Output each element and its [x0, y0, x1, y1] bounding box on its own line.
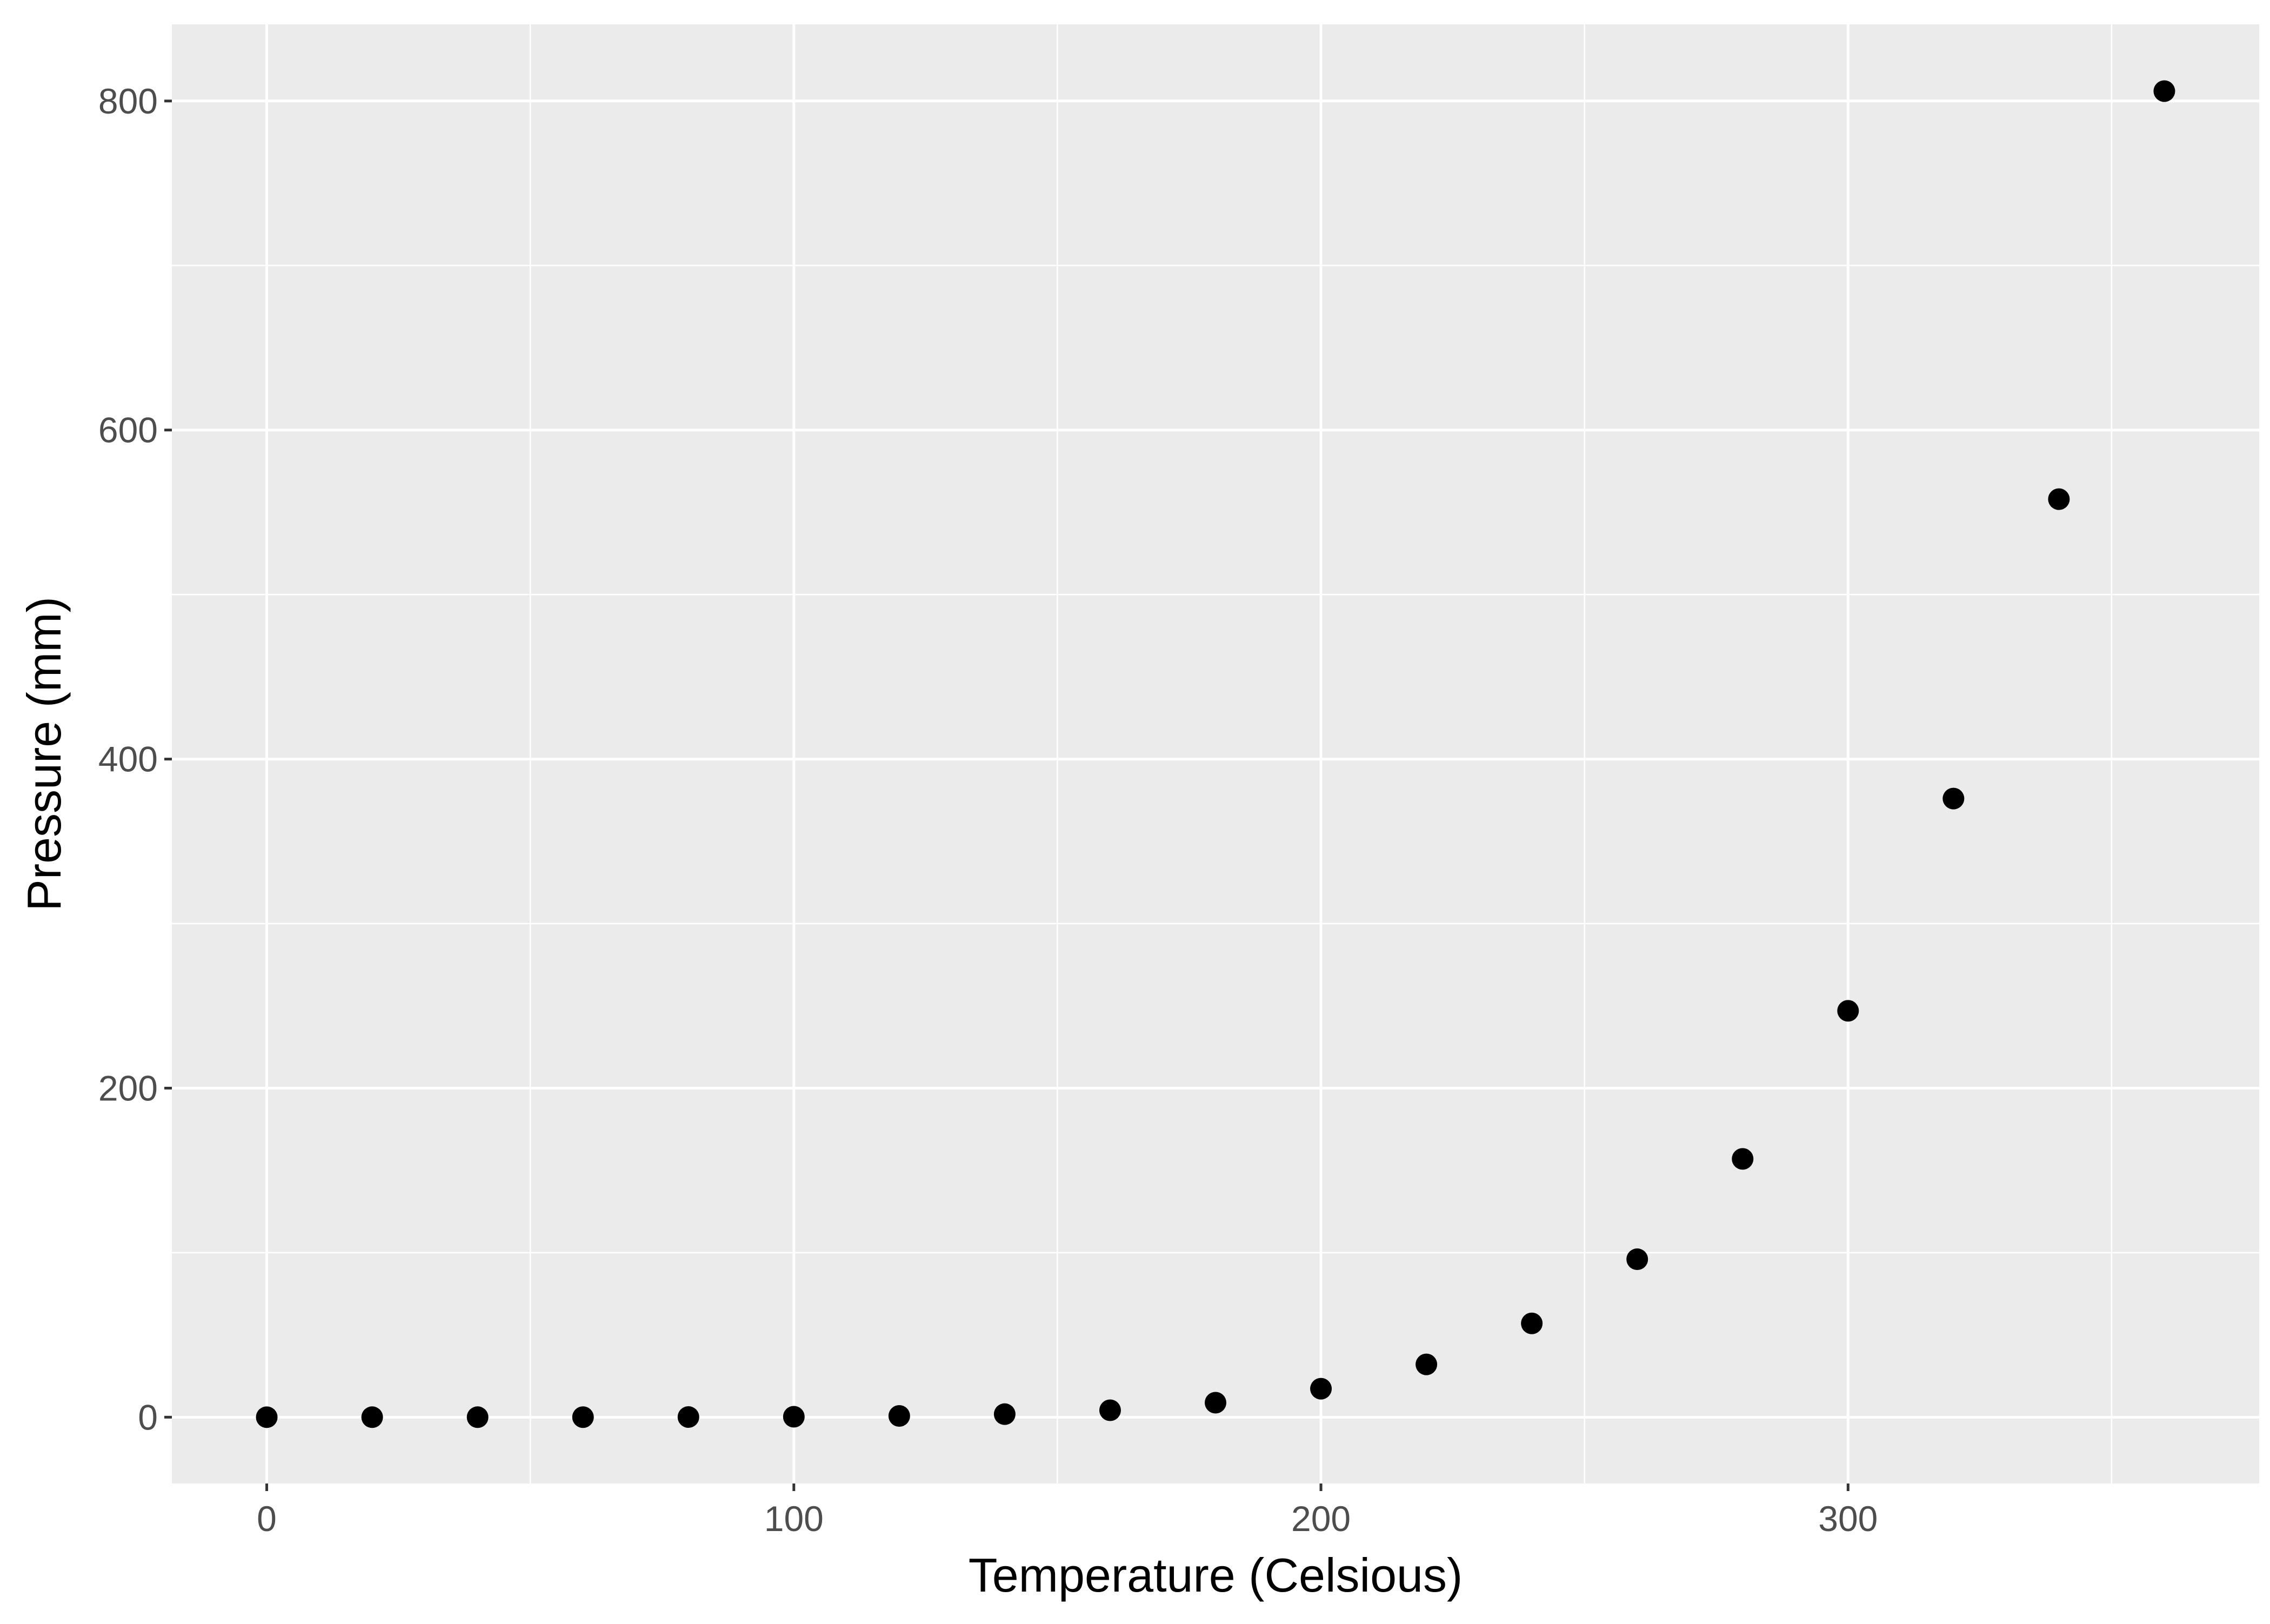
- x-tick-label: 0: [257, 1499, 277, 1539]
- data-point: [1310, 1378, 1332, 1400]
- data-point: [677, 1406, 699, 1428]
- x-tick-label: 300: [1818, 1499, 1878, 1539]
- data-point: [1942, 787, 1965, 810]
- data-point: [1099, 1399, 1121, 1421]
- data-point: [1521, 1312, 1543, 1334]
- x-tick-label: 200: [1291, 1499, 1351, 1539]
- plot-panel: [172, 24, 2259, 1483]
- y-tick-label: 400: [98, 739, 158, 779]
- data-point: [1732, 1148, 1754, 1170]
- data-point: [256, 1406, 278, 1428]
- minor-gridlines: [172, 24, 2259, 1483]
- y-axis: 0 200 400 600 800: [98, 81, 172, 1437]
- y-axis-title: Pressure (mm): [17, 597, 71, 911]
- data-point: [1416, 1353, 1438, 1375]
- data-point: [888, 1405, 910, 1427]
- data-point: [572, 1406, 594, 1428]
- x-axis-title: Temperature (Celsious): [969, 1548, 1463, 1602]
- y-tick-label: 200: [98, 1068, 158, 1108]
- data-point: [1837, 1000, 1859, 1022]
- y-tick-label: 800: [98, 81, 158, 121]
- data-point: [361, 1406, 383, 1428]
- data-point: [993, 1403, 1016, 1425]
- data-point: [2153, 80, 2175, 102]
- data-point: [783, 1406, 805, 1428]
- major-gridlines: [172, 24, 2259, 1483]
- data-point: [2048, 488, 2070, 510]
- data-point: [466, 1406, 489, 1428]
- data-point: [1626, 1248, 1648, 1271]
- data-points: [256, 80, 2175, 1428]
- y-tick-label: 600: [98, 410, 158, 450]
- data-point: [1205, 1392, 1226, 1414]
- y-tick-label: 0: [138, 1397, 158, 1437]
- x-axis: 0 100 200 300: [257, 1483, 1878, 1539]
- x-tick-label: 100: [764, 1499, 824, 1539]
